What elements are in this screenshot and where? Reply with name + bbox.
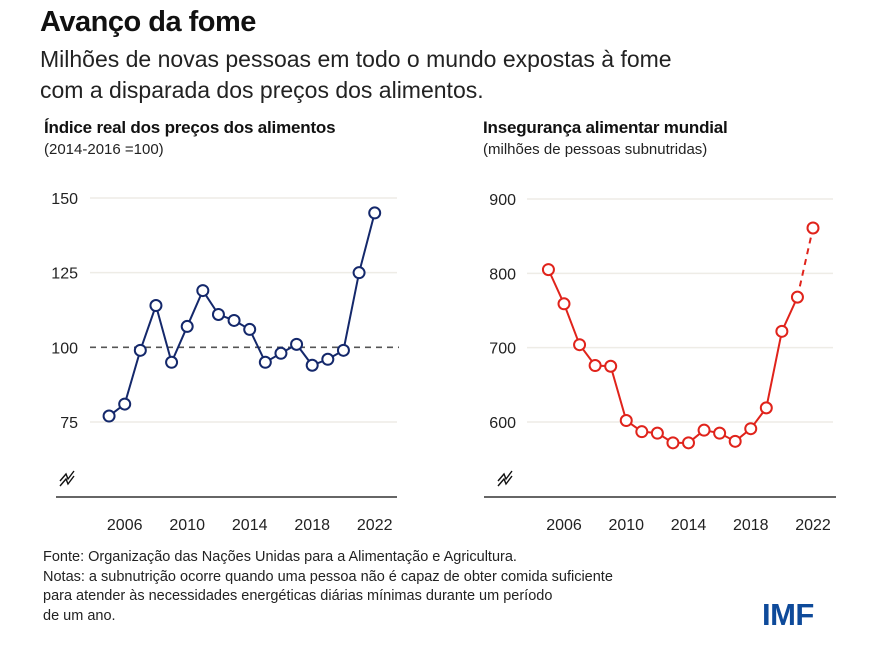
left-chart-food-price-index: 75 100 125 150 2006 2010 2014 2018 2022 [51, 191, 399, 534]
data-point [133, 343, 147, 357]
data-point [258, 355, 272, 369]
source-note: Fonte: Organização das Nações Unidas par… [43, 549, 517, 565]
left-chart-title: Índice real dos preços dos alimentos [44, 118, 336, 137]
data-point [180, 319, 194, 333]
series-line [547, 269, 799, 444]
data-point [728, 434, 742, 448]
data-point [149, 299, 163, 313]
data-point [321, 352, 335, 366]
data-point [713, 426, 727, 440]
data-point [541, 263, 555, 277]
data-point [165, 355, 179, 369]
data-point [243, 322, 257, 336]
data-point [744, 422, 758, 436]
y-tick-label: 75 [60, 415, 78, 432]
imf-logo: IMF [762, 597, 814, 632]
x-tick-label: 2018 [733, 517, 769, 534]
axis-break-icon [59, 475, 75, 487]
x-tick-label: 2010 [169, 517, 205, 534]
data-point [682, 436, 695, 450]
data-point [352, 266, 366, 280]
data-point [290, 337, 304, 351]
y-tick-label: 600 [489, 415, 516, 432]
data-point [635, 425, 649, 439]
data-point [697, 423, 711, 437]
right-chart-food-insecurity: 600 700 800 900 2006 2010 2014 2018 2022 [484, 192, 836, 534]
x-tick-label: 2022 [795, 517, 831, 534]
y-tick-label: 125 [51, 266, 78, 283]
page-subtitle: Milhões de novas pessoas em todo o mundo… [40, 44, 840, 106]
axis-break-icon [497, 475, 513, 487]
left-chart-subtitle: (2014-2016 =100) [44, 141, 164, 158]
data-point [196, 284, 210, 298]
y-tick-label: 800 [489, 266, 516, 283]
data-point [573, 338, 587, 352]
data-point [806, 221, 820, 235]
data-point [790, 290, 804, 304]
right-chart-subtitle: (milhões de pessoas subnutridas) [483, 141, 708, 158]
x-tick-label: 2006 [546, 517, 582, 534]
data-point [102, 409, 116, 423]
x-tick-label: 2006 [107, 517, 143, 534]
x-tick-label: 2014 [671, 517, 707, 534]
data-point [759, 401, 773, 415]
y-tick-label: 150 [51, 191, 78, 208]
notes-line: de um ano. [43, 607, 116, 624]
data-point [118, 397, 132, 411]
page-title: Avanço da fome [40, 6, 256, 38]
data-point [368, 206, 382, 220]
y-tick-label: 100 [51, 340, 78, 357]
subtitle-line: com a disparada dos preços dos alimentos… [40, 77, 484, 103]
axis-break-icon [59, 470, 75, 482]
data-point [305, 358, 319, 372]
series-line [108, 212, 376, 417]
footer-notes: Fonte: Organização das Nações Unidas par… [43, 548, 763, 626]
data-point [619, 414, 633, 428]
data-point [274, 346, 288, 360]
axis-break-icon [497, 470, 513, 482]
x-tick-label: 2018 [294, 517, 330, 534]
data-point [588, 359, 602, 373]
data-point [666, 436, 680, 450]
notes-line: Notas: a subnutrição ocorre quando uma p… [43, 568, 613, 585]
x-tick-label: 2022 [357, 517, 393, 534]
subtitle-line: Milhões de novas pessoas em todo o mundo… [40, 46, 672, 72]
x-tick-label: 2014 [232, 517, 268, 534]
data-point [336, 343, 350, 357]
right-chart-title: Insegurança alimentar mundial [483, 118, 728, 137]
data-point [604, 359, 618, 373]
series-line-projected [796, 227, 814, 298]
y-tick-label: 900 [489, 192, 516, 209]
data-point [775, 324, 789, 338]
notes-line: para atender às necessidades energéticas… [43, 588, 553, 604]
data-point [557, 297, 571, 311]
data-point [227, 313, 241, 327]
y-tick-label: 700 [489, 341, 516, 358]
data-point [650, 426, 664, 440]
x-tick-label: 2010 [608, 517, 644, 534]
data-point [211, 307, 225, 321]
